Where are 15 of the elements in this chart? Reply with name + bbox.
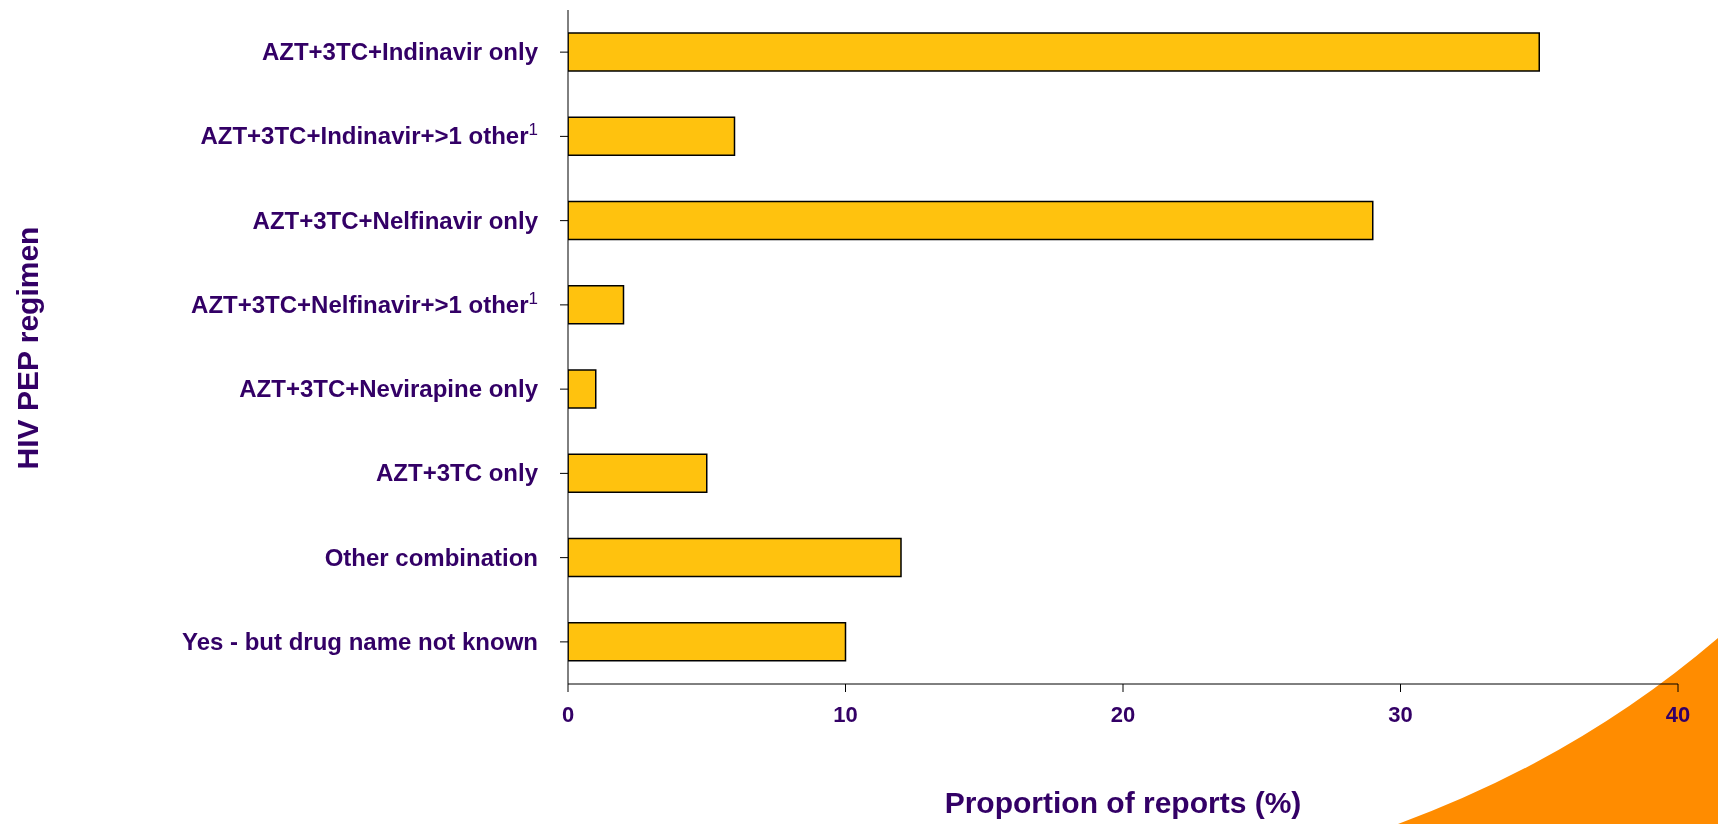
y-tick-label: AZT+3TC+Nelfinavir only — [252, 206, 539, 234]
y-tick-label: AZT+3TC only — [375, 459, 539, 487]
y-tick-label: AZT+3TC+Nevirapine only — [239, 375, 539, 403]
y-tick-label: Yes - but drug name not known — [181, 627, 538, 655]
x-tick-label: 0 — [561, 701, 575, 727]
y-tick-label: AZT+3TC+Indinavir only — [261, 38, 539, 66]
y-tick-label: AZT+3TC+Nelfinavir+>1 other$^{1}$ — [191, 288, 538, 318]
y-tick-label: AZT+3TC+Indinavir+>1 other$^{1}$ — [200, 119, 538, 150]
x-tick-label: 40 — [1665, 701, 1691, 727]
y-axis-title: HIV PEP regimen — [11, 226, 45, 470]
x-axis-title: Proportion of reports (%) — [943, 786, 1303, 820]
y-tick-label: Other combination — [324, 543, 538, 571]
x-tick-label: 10 — [833, 701, 858, 727]
x-tick-label: 30 — [1388, 701, 1413, 727]
x-tick-label: 20 — [1110, 701, 1136, 727]
